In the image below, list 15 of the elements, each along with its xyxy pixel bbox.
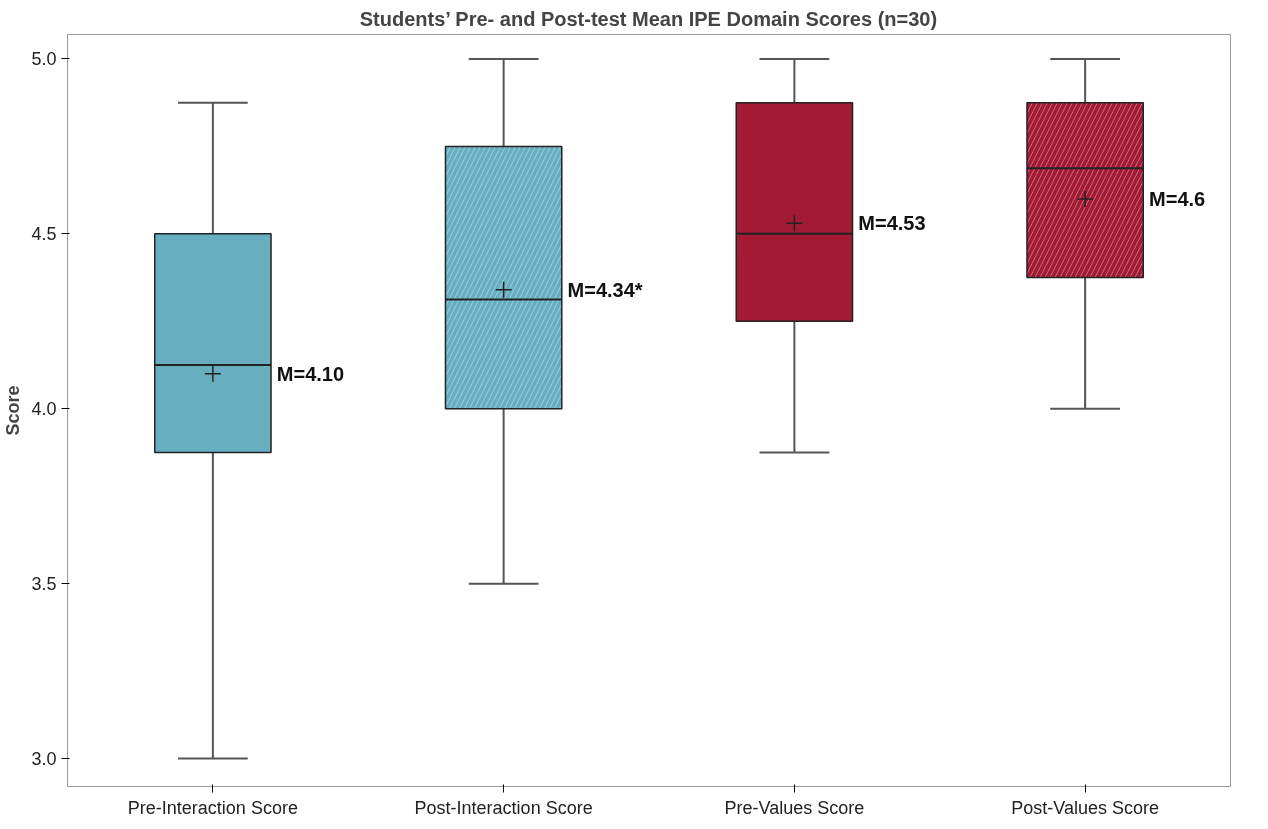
y-tick-label: 5.0 (31, 49, 57, 70)
annotation: M=4.53 (858, 212, 926, 235)
x-tick-label: Post-Values Score (1011, 797, 1160, 818)
y-tick-label: 3.0 (31, 749, 57, 770)
x-tick-label: Pre-Values Score (724, 797, 865, 818)
x-tick-label: Pre-Interaction Score (127, 797, 298, 818)
y-tick-label: 3.5 (31, 574, 57, 595)
chart-title: Students’ Pre- and Post-test Mean IPE Domain Scores (n=30) (359, 7, 938, 30)
annotation: M=4.34* (567, 278, 643, 301)
annotation: M=4.10 (276, 362, 345, 385)
y-tick-label: 4.0 (31, 399, 57, 420)
x-tick-label: Post-Interaction Score (414, 797, 593, 818)
annotation: M=4.6 (1149, 187, 1206, 210)
y-tick-label: 4.5 (31, 224, 57, 245)
y-axis-title: Score (3, 385, 24, 436)
